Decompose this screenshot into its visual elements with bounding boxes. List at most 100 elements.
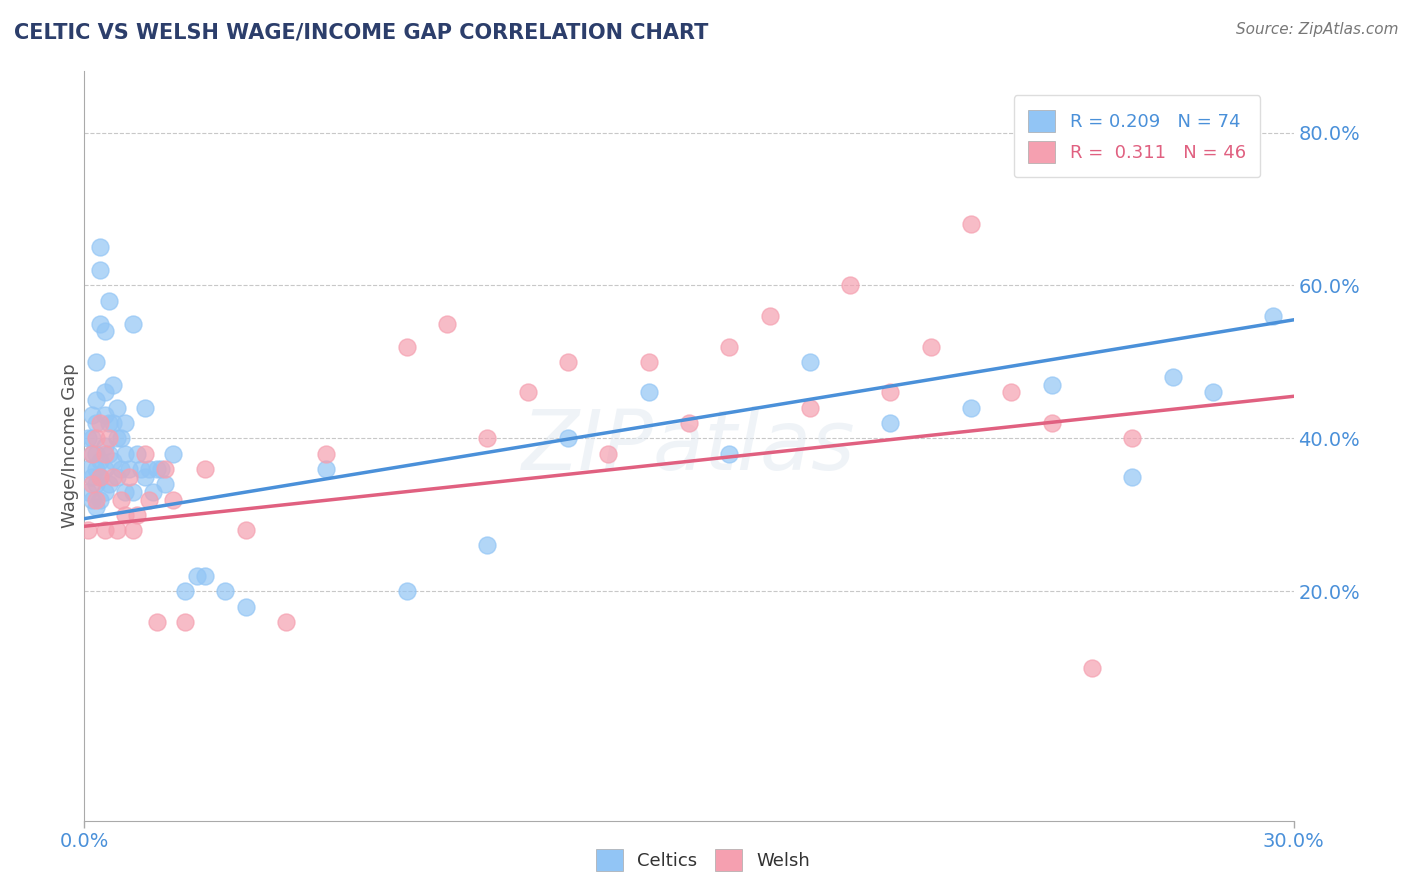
Point [920,340,942,354]
Point [105,469,128,483]
Point [598,447,620,461]
Point [162,492,184,507]
Point [89,263,111,277]
Point [557,431,579,445]
Point [129,462,152,476]
Point [86,355,108,369]
Text: ZIPatlas: ZIPatlas [522,406,856,486]
Point [105,431,128,445]
Point [93,447,115,461]
Point [186,569,208,583]
Point [960,401,983,415]
Point [86,416,108,430]
Point [101,416,124,430]
Point [1000,385,1022,400]
Point [1081,661,1104,675]
Point [149,462,172,476]
Point [1040,416,1063,430]
Point [395,340,418,354]
Point [718,447,741,461]
Point [1121,469,1143,483]
Point [82,409,104,423]
Point [93,385,115,400]
Legend: R = 0.209   N = 74, R =  0.311   N = 46: R = 0.209 N = 74, R = 0.311 N = 46 [1014,95,1260,178]
Point [86,500,108,515]
Point [516,385,538,400]
Text: CELTIC VS WELSH WAGE/INCOME GAP CORRELATION CHART: CELTIC VS WELSH WAGE/INCOME GAP CORRELAT… [14,22,709,42]
Point [121,484,143,499]
Point [118,469,141,483]
Point [89,492,111,507]
Point [315,447,337,461]
Y-axis label: Wage/Income Gap: Wage/Income Gap [62,364,80,528]
Point [89,469,111,483]
Point [101,377,124,392]
Point [799,401,821,415]
Point [839,278,862,293]
Point [86,462,108,476]
Point [1202,385,1225,400]
Point [153,462,176,476]
Point [82,447,104,461]
Point [89,317,111,331]
Point [86,492,108,507]
Point [194,462,217,476]
Point [93,439,115,453]
Point [146,615,169,629]
Point [235,599,257,614]
Point [174,584,197,599]
Point [1263,309,1285,323]
Point [557,355,579,369]
Point [77,484,100,499]
Point [1161,370,1184,384]
Point [799,355,821,369]
Point [718,340,741,354]
Point [105,523,128,537]
Point [86,477,108,491]
Point [174,615,197,629]
Point [89,240,111,254]
Point [86,393,108,408]
Point [105,401,128,415]
Point [97,416,120,430]
Point [138,462,160,476]
Point [134,469,156,483]
Point [134,447,156,461]
Point [89,454,111,468]
Point [110,462,132,476]
Point [82,477,104,491]
Point [93,484,115,499]
Point [477,431,499,445]
Legend: Celtics, Welsh: Celtics, Welsh [588,842,818,879]
Point [93,462,115,476]
Point [93,523,115,537]
Point [97,447,120,461]
Point [89,416,111,430]
Point [97,431,120,445]
Point [125,447,148,461]
Point [1040,377,1063,392]
Point [477,538,499,552]
Point [86,447,108,461]
Point [82,492,104,507]
Point [1121,431,1143,445]
Point [134,401,156,415]
Point [110,431,132,445]
Point [678,416,700,430]
Point [77,523,100,537]
Point [637,355,659,369]
Point [118,462,141,476]
Point [101,469,124,483]
Point [86,431,108,445]
Point [274,615,297,629]
Point [758,309,780,323]
Point [114,484,136,499]
Point [114,447,136,461]
Point [114,416,136,430]
Point [77,431,100,445]
Point [960,217,983,231]
Point [879,385,901,400]
Point [82,469,104,483]
Point [110,492,132,507]
Point [436,317,458,331]
